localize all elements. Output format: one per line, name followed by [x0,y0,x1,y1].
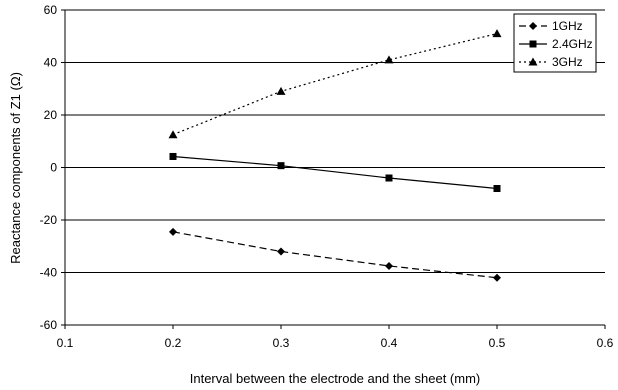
y-axis-title: Reactance components of Z1 (Ω) [8,72,23,264]
x-tick-label: 0.4 [381,336,398,350]
data-point [277,162,285,170]
series-3ghz [168,29,502,139]
data-point [276,86,286,95]
y-tick-label: 0 [50,161,57,175]
data-point [169,227,177,236]
data-point [385,174,393,182]
x-axis-title: Interval between the electrode and the s… [190,371,481,386]
legend-marker [528,57,538,66]
y-tick-label: 60 [44,3,58,17]
y-tick-label: -20 [40,213,58,227]
data-point [492,29,502,38]
legend-label: 2.4GHz [552,37,593,51]
data-point [493,273,501,282]
data-point [493,185,501,192]
legend-box [513,13,597,73]
series-1ghz [169,227,501,282]
gridlines [65,9,605,273]
legend-marker [529,22,537,30]
series-group [168,29,502,282]
legend-label: 1GHz [552,19,583,33]
data-point [169,152,177,160]
legend-label: 3GHz [552,55,583,69]
x-tick-label: 0.2 [165,336,182,350]
x-tick-label: 0.5 [489,336,506,350]
tick-labels: 60 40 20 0 -20 -40 -60 0.1 0.2 0.3 0.4 0.5 0.6 [40,3,614,350]
y-tick-label: -40 [40,266,58,280]
x-tick-label: 0.6 [597,336,614,350]
legend-marker [529,40,537,48]
series-line [172,155,498,190]
data-point [277,247,285,256]
series-line [172,33,498,136]
y-tick-label: -60 [40,318,58,332]
series-line [172,231,498,279]
x-tick-label: 0.1 [57,336,74,350]
axes [61,9,606,329]
x-tick-label: 0.3 [273,336,290,350]
data-point [168,130,178,139]
y-tick-label: 20 [44,108,58,122]
y-tick-label: 40 [44,56,58,70]
data-point [385,261,393,270]
legend: 1GHz 2.4GHz 3GHz [513,13,597,73]
series-2-4ghz [169,152,501,192]
data-point [384,55,394,64]
